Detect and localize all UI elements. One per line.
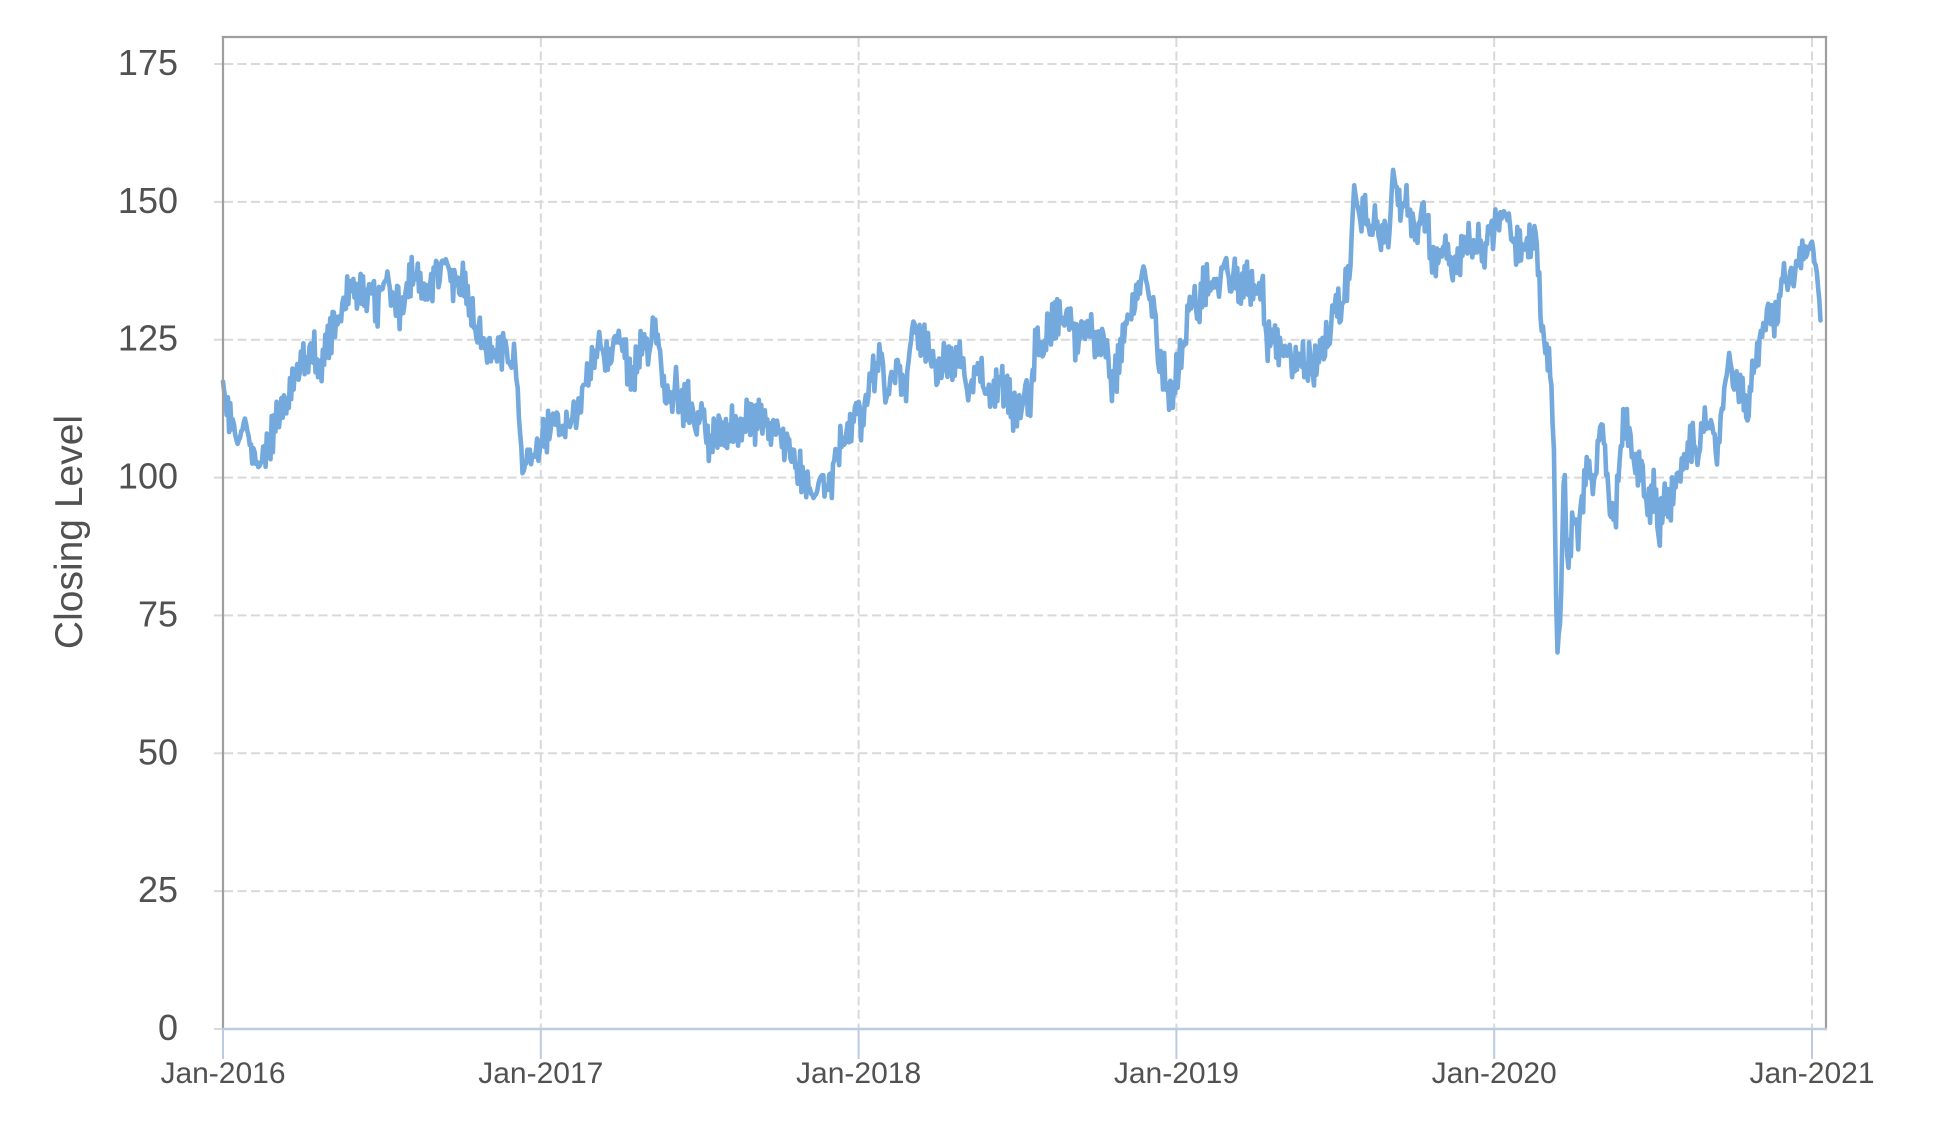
svg-text:75: 75 [138, 593, 178, 634]
svg-text:125: 125 [118, 318, 178, 359]
svg-text:Jan-2016: Jan-2016 [160, 1057, 285, 1090]
svg-text:Jan-2020: Jan-2020 [1432, 1057, 1557, 1090]
svg-text:25: 25 [138, 869, 178, 910]
svg-text:Jan-2018: Jan-2018 [796, 1057, 921, 1090]
svg-text:Jan-2017: Jan-2017 [478, 1057, 603, 1090]
svg-text:100: 100 [118, 456, 178, 497]
svg-text:175: 175 [118, 42, 178, 83]
svg-text:50: 50 [138, 731, 178, 772]
svg-text:Jan-2019: Jan-2019 [1114, 1057, 1239, 1090]
svg-text:Jan-2021: Jan-2021 [1749, 1057, 1874, 1090]
svg-text:150: 150 [118, 180, 178, 221]
svg-text:Closing Level: Closing Level [48, 415, 91, 649]
svg-text:0: 0 [158, 1007, 178, 1048]
